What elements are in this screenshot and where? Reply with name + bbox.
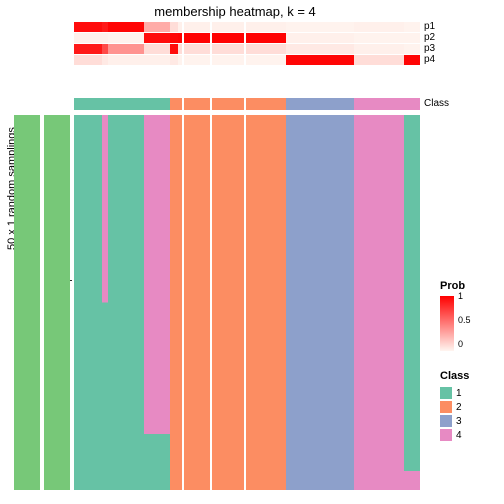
annot-label-class: Class — [424, 98, 449, 109]
annot-row-p1 — [74, 22, 420, 32]
annot-row-p2 — [74, 33, 420, 43]
probability-annotation-rows — [74, 22, 420, 66]
prob-legend: Prob 1 0.5 0 — [440, 280, 465, 351]
annot-label-p1: p1 — [424, 21, 435, 32]
legend-item: 4 — [440, 428, 469, 442]
annot-row-p3 — [74, 44, 420, 54]
row-annotation-outer — [14, 115, 40, 490]
annot-label-p4: p4 — [424, 54, 435, 65]
row-annotation-inner — [44, 115, 70, 490]
class-annotation-row — [74, 98, 420, 110]
chart-title: membership heatmap, k = 4 — [50, 4, 420, 19]
prob-gradient: 1 0.5 0 — [440, 296, 454, 351]
class-legend: Class 1234 — [440, 370, 469, 442]
annot-label-p2: p2 — [424, 32, 435, 43]
membership-heatmap — [74, 115, 420, 490]
class-legend-title: Class — [440, 370, 469, 382]
annot-label-p3: p3 — [424, 43, 435, 54]
legend-item: 3 — [440, 414, 469, 428]
legend-item: 2 — [440, 400, 469, 414]
annot-row-p4 — [74, 55, 420, 65]
class-legend-items: 1234 — [440, 386, 469, 442]
legend-item: 1 — [440, 386, 469, 400]
